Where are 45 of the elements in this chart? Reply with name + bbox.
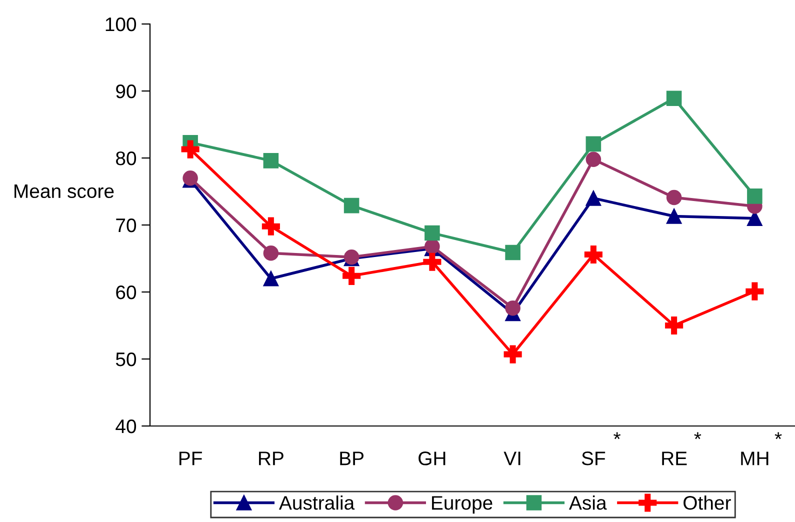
y-tick-label: 90 bbox=[116, 84, 136, 98]
text: * bbox=[694, 432, 702, 440]
legend-label: Asia bbox=[569, 495, 607, 510]
point bbox=[504, 345, 522, 364]
point bbox=[586, 136, 602, 152]
y-tick-label: 100 bbox=[106, 17, 136, 32]
legend-label: Australia bbox=[279, 495, 355, 510]
point bbox=[505, 300, 520, 316]
point bbox=[666, 90, 682, 106]
point bbox=[263, 246, 279, 261]
point bbox=[666, 190, 682, 206]
text: * bbox=[614, 432, 621, 440]
y-tick-label: 40 bbox=[116, 419, 136, 434]
point bbox=[263, 270, 279, 286]
x-tick-label: RP bbox=[259, 452, 284, 466]
x-tick-label: PF bbox=[179, 452, 202, 466]
x-tick-label: BP bbox=[340, 452, 364, 466]
x-tick-label: RE bbox=[662, 452, 687, 466]
point bbox=[181, 140, 200, 158]
point bbox=[586, 152, 602, 167]
point bbox=[344, 198, 360, 214]
y-tick-label: 70 bbox=[116, 218, 136, 232]
point bbox=[505, 244, 520, 260]
y-tick-label: 60 bbox=[116, 285, 136, 300]
x-tick-label: GH bbox=[418, 452, 446, 466]
x-tick-label: MH bbox=[741, 452, 768, 466]
legend-label: Europe bbox=[432, 496, 492, 514]
y-tick-label: 50 bbox=[116, 352, 136, 366]
y-tick-label: 80 bbox=[116, 151, 136, 166]
x-tick-label: VI bbox=[504, 452, 520, 466]
text: * bbox=[774, 432, 782, 440]
y-axis-title: Mean score bbox=[14, 184, 114, 198]
point bbox=[747, 188, 762, 204]
point bbox=[423, 252, 442, 271]
point bbox=[665, 316, 684, 335]
point bbox=[263, 153, 279, 168]
legend-label: Other bbox=[684, 495, 731, 510]
x-tick-label: SF bbox=[582, 452, 606, 466]
point bbox=[586, 190, 602, 206]
point bbox=[342, 266, 361, 285]
point bbox=[424, 225, 440, 241]
point bbox=[666, 208, 682, 224]
point bbox=[746, 282, 764, 300]
point bbox=[262, 217, 280, 236]
point bbox=[584, 245, 602, 264]
